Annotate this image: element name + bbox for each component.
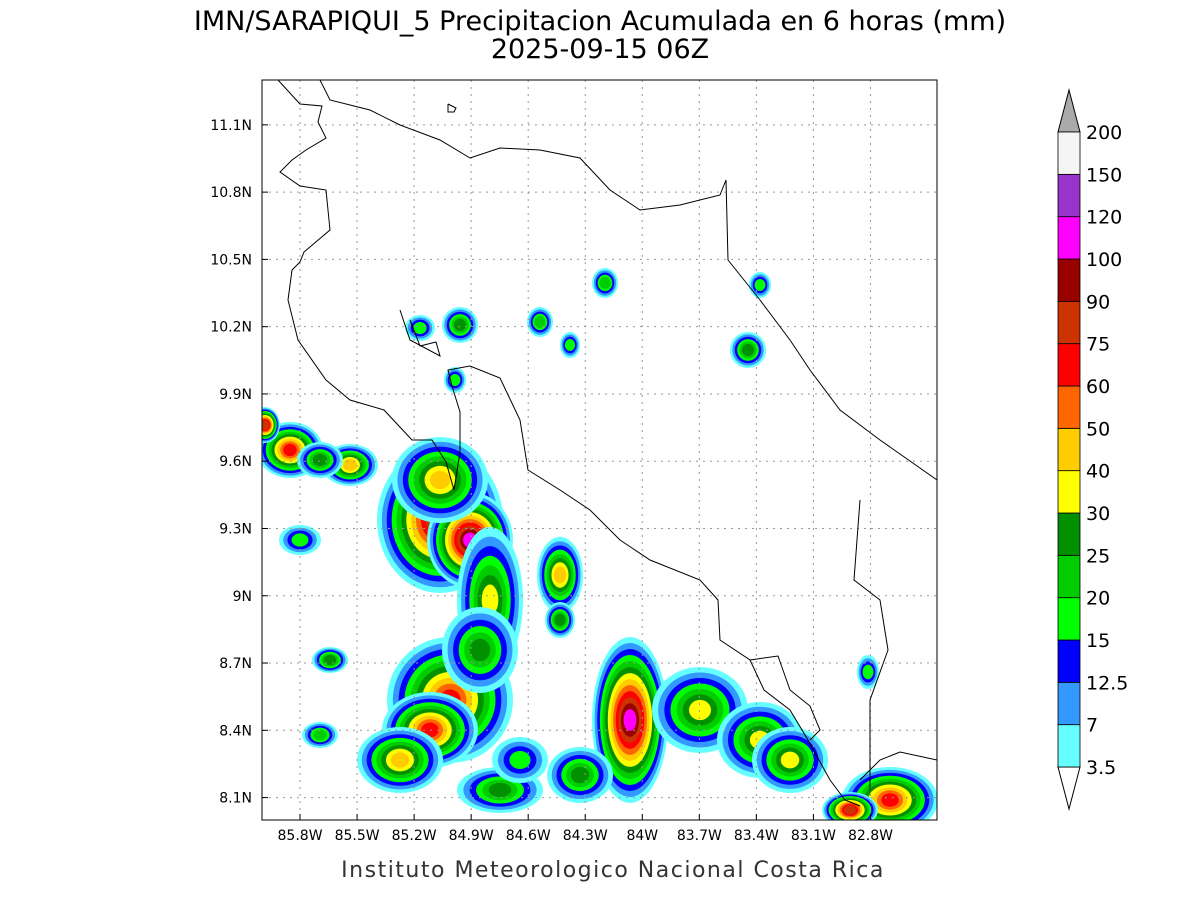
precip-contour [449,373,461,387]
colorbar-under [1057,766,1081,811]
y-tick-label: 10.5N [210,252,252,268]
x-tick-label: 85.5W [335,828,380,844]
precip-contour [323,654,337,666]
precip-contour [599,277,611,289]
y-tick-label: 8.1N [219,791,252,807]
colorbar-swatch [1057,343,1081,387]
precip-contour [881,793,899,807]
precip-contour [754,278,766,292]
precip-contour [469,638,491,662]
precip-contour [554,613,566,627]
x-tick-label: 84.9W [449,828,494,844]
subtitle: 2025-09-15 06Z [491,34,709,65]
y-tick-label: 8.4N [219,723,252,739]
precip-contour [509,750,531,770]
colorbar-label: 12.5 [1086,672,1128,694]
precip-contour [283,443,297,457]
x-tick-label: 84.6W [506,828,551,844]
colorbar-label: 150 [1086,164,1122,186]
precip-contour [453,318,467,332]
colorbar-label: 50 [1086,418,1110,440]
colorbar-label: 30 [1086,503,1110,525]
colorbar-label: 60 [1086,376,1110,398]
colorbar-label: 25 [1086,545,1110,567]
colorbar-label: 120 [1086,207,1122,229]
colorbar-swatch [1057,470,1081,514]
precip-contour [429,470,451,490]
colorbar-swatch [1057,724,1081,768]
colorbar: 3.5 7 12.5 15 20 25 30 40 50 60 75 90 100 120 150 200 [1057,88,1128,811]
colorbar-swatch [1057,681,1081,726]
x-tick-label: 83.1W [791,828,836,844]
precip-contour [312,453,328,467]
colorbar-label: 7 [1086,715,1098,737]
grid: 85.8W 85.5W 85.2W 84.9W 84.6W 84.3W 84W 83.7W 83… [210,80,937,844]
colorbar-swatch [1057,639,1081,683]
x-tick-label: 85.8W [278,828,323,844]
title: IMN/SARAPIQUI_5 Precipitacion Acumulada … [194,6,1006,37]
x-tick-label: 83.7W [677,828,722,844]
colorbar-label: 40 [1086,461,1110,483]
x-tick-label: 84W [626,828,658,844]
y-tick-label: 10.8N [210,185,252,201]
y-tick-label: 11.1N [210,118,252,134]
precip-contour [564,338,576,352]
precip-contour [553,566,567,584]
x-tick-label: 84.3W [563,828,608,844]
colorbar-swatch [1057,597,1081,641]
precip-contour [741,343,755,357]
colorbar-label: 90 [1086,291,1110,313]
colorbar-label: 200 [1086,122,1122,144]
colorbar-swatch [1057,131,1081,175]
precip-contour [688,699,712,721]
colorbar-label: 100 [1086,249,1122,271]
precip-contour [262,420,270,430]
colorbar-swatch [1057,300,1081,345]
coastlines [277,80,937,807]
y-tick-label: 8.7N [219,656,252,672]
precip-contour [291,533,309,547]
y-tick-label: 9.6N [219,454,252,470]
colorbar-label: 75 [1086,334,1110,356]
map-frame [261,79,938,821]
y-tick-label: 9N [233,589,252,605]
colorbar-swatch [1057,512,1081,556]
colorbar-swatch [1057,385,1081,429]
colorbar-label: 3.5 [1086,757,1116,779]
precip-contour [390,752,410,768]
precip-contour [488,782,512,798]
precip-contour [844,805,856,815]
colorbar-swatch [1057,173,1081,218]
y-tick-label: 10.2N [210,320,252,336]
colorbar-swatch [1057,427,1081,472]
colorbar-swatch [1057,258,1081,302]
precip-contour [862,664,874,680]
precip-field [262,268,937,820]
precip-contour [534,316,546,328]
precip-contour [570,766,590,784]
precip-contour [313,729,327,741]
colorbar-label: 20 [1086,588,1110,610]
x-tick-label: 82.8W [848,828,893,844]
x-tick-label: 85.2W [392,828,437,844]
precip-contour [623,709,637,731]
footer: Instituto Meteorologico Nacional Costa R… [341,858,885,883]
colorbar-swatch [1057,554,1081,599]
precip-contour [413,321,427,335]
colorbar-label: 15 [1086,630,1110,652]
precip-contour [343,459,357,471]
colorbar-over [1057,88,1081,133]
y-tick-label: 9.9N [219,387,252,403]
y-tick-label: 9.3N [219,521,252,537]
colorbar-swatch [1057,216,1081,260]
precip-contour [780,751,800,769]
x-tick-label: 83.4W [734,828,779,844]
